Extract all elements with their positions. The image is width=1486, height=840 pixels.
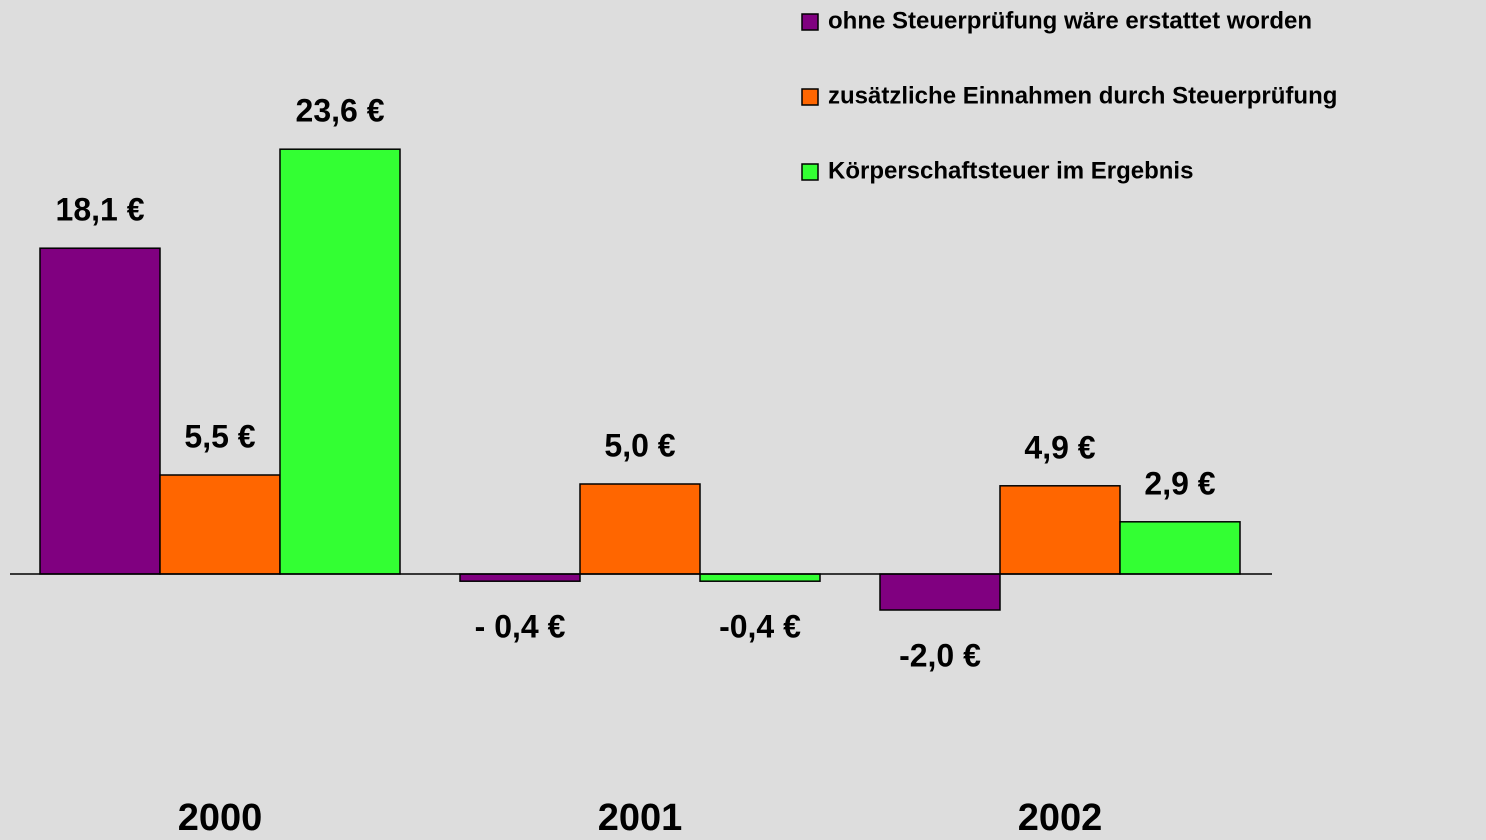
value-label: 18,1 € bbox=[56, 192, 145, 228]
legend-swatch bbox=[801, 13, 819, 31]
value-label: -0,4 € bbox=[719, 609, 801, 645]
bar bbox=[159, 474, 281, 575]
bar bbox=[459, 573, 581, 582]
legend-label: zusätzliche Einnahmen durch Steuerprüfun… bbox=[828, 82, 1337, 109]
legend-label: ohne Steuerprüfung wäre erstattet worden bbox=[828, 7, 1312, 34]
value-label: 23,6 € bbox=[296, 93, 385, 129]
value-label: 2,9 € bbox=[1144, 465, 1215, 501]
value-label: 5,0 € bbox=[604, 427, 675, 463]
bar bbox=[879, 573, 1001, 611]
legend-label: Körperschaftsteuer im Ergebnis bbox=[828, 157, 1193, 184]
bar bbox=[699, 573, 821, 582]
value-label: 5,5 € bbox=[184, 418, 255, 454]
x-tick-label: 2002 bbox=[1018, 797, 1103, 839]
x-tick-label: 2001 bbox=[598, 797, 683, 839]
value-label: -2,0 € bbox=[899, 637, 981, 673]
legend-swatch bbox=[801, 163, 819, 181]
value-label: - 0,4 € bbox=[475, 609, 566, 645]
bar bbox=[279, 148, 401, 575]
bar bbox=[579, 483, 701, 575]
bar bbox=[1119, 521, 1241, 575]
bar bbox=[999, 485, 1121, 575]
value-label: 4,9 € bbox=[1024, 429, 1095, 465]
x-tick-label: 2000 bbox=[178, 797, 263, 839]
bar bbox=[39, 247, 161, 575]
legend-swatch bbox=[801, 88, 819, 106]
